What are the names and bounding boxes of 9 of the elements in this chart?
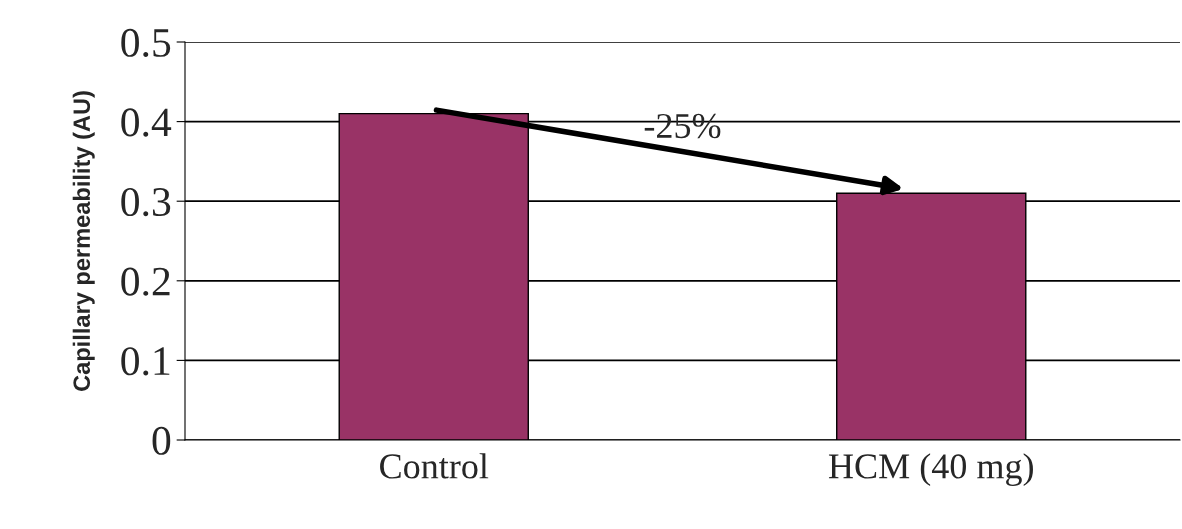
x-tick-label: HCM (40 mg) — [828, 453, 1033, 487]
y-tick-label: 0.4 — [121, 108, 172, 137]
x-tick-label: Control — [380, 453, 489, 479]
y-tick-label: 0.2 — [121, 267, 170, 296]
y-tick-label: 0 — [152, 426, 171, 455]
y-tick-label: 0.5 — [121, 28, 171, 58]
y-tick-label: 0.1 — [121, 347, 170, 376]
y-tick-label: 0.3 — [121, 187, 171, 217]
y-axis-title: Capillary permeability (AU) — [72, 91, 95, 391]
